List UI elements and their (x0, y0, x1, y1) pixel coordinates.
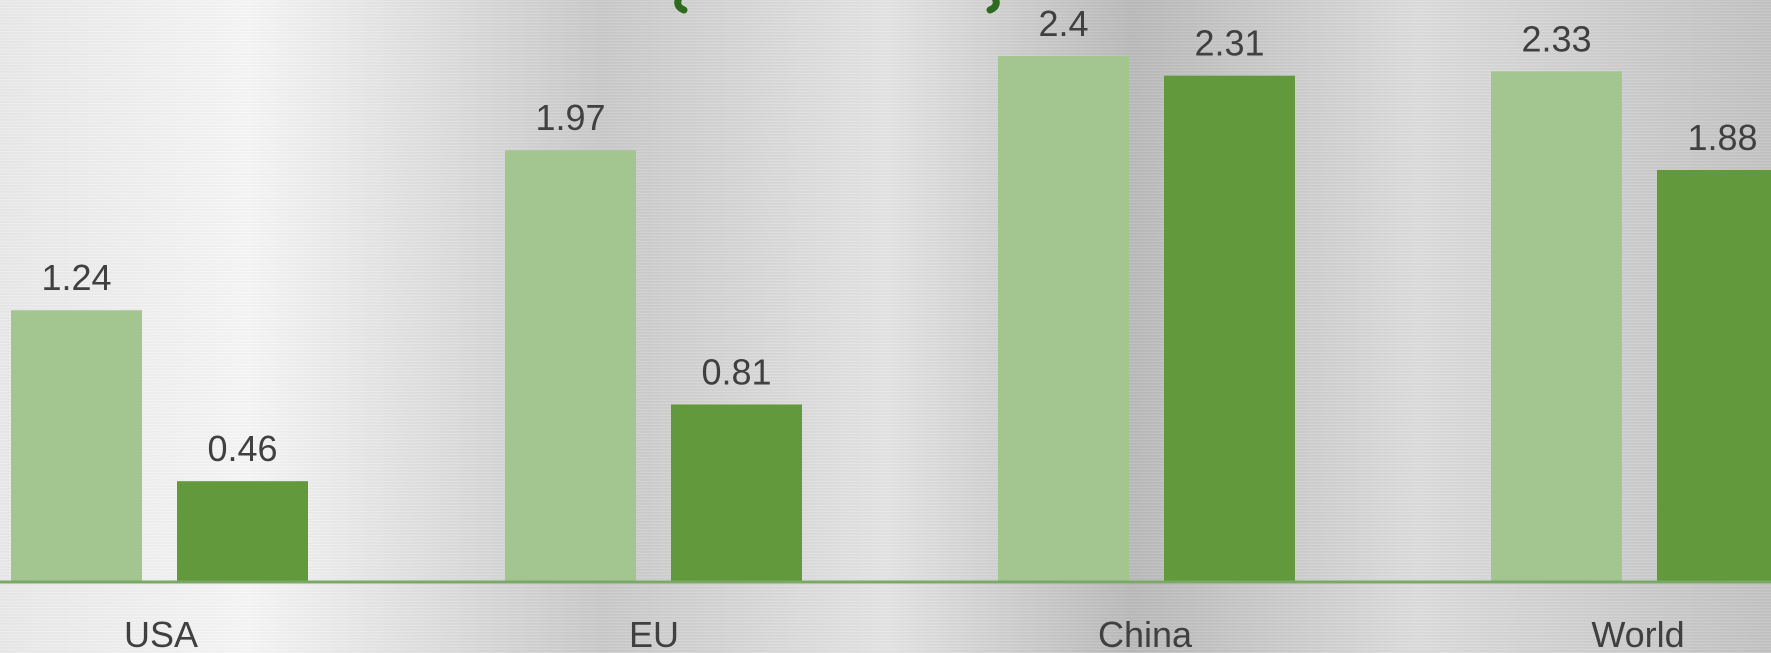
data-label: 0.46 (207, 428, 277, 469)
x-axis-labels: USA EU China World (124, 614, 1685, 653)
bar-china-series-1 (998, 56, 1129, 582)
data-label: 0.81 (701, 351, 771, 392)
x-tick-label-eu: EU (629, 614, 679, 653)
bar-usa-series-1 (11, 310, 142, 582)
bar-eu-series-1 (505, 150, 636, 582)
data-label: 2.4 (1038, 3, 1088, 44)
title-fragment (674, 0, 1000, 14)
data-label: 2.31 (1194, 23, 1264, 64)
data-label: 1.88 (1687, 117, 1757, 158)
bar-china-series-2 (1164, 75, 1295, 582)
data-label: 1.24 (41, 257, 111, 298)
x-tick-label-world: World (1591, 614, 1684, 653)
bar-usa-series-2 (177, 481, 308, 582)
data-labels-layer: 1.24 1.97 2.4 2.33 0.46 0.81 2.31 1.88 (41, 3, 1757, 469)
bar-world-series-1 (1491, 71, 1622, 582)
bar-world-series-2 (1657, 169, 1771, 582)
x-tick-label-china: China (1098, 614, 1193, 653)
x-tick-label-usa: USA (124, 614, 198, 653)
bars-layer (11, 56, 1771, 582)
bar-eu-series-2 (671, 404, 802, 582)
data-label: 2.33 (1521, 18, 1591, 59)
data-label: 1.97 (535, 97, 605, 138)
title-fragment-glyph (986, 0, 1000, 14)
title-fragment-glyph (674, 0, 688, 14)
